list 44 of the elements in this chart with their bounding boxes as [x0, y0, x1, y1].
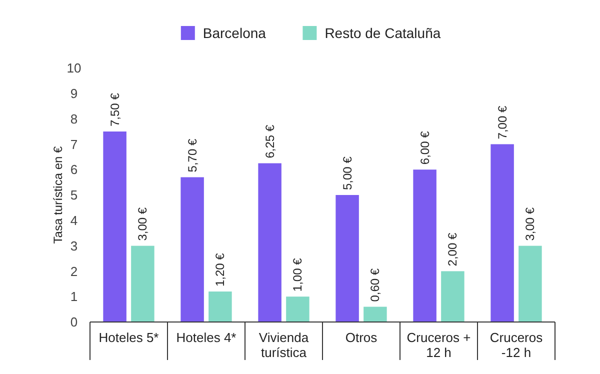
legend-label: Resto de Cataluña [324, 24, 441, 41]
bar [336, 195, 359, 322]
data-label: 3,00 € [523, 207, 538, 241]
legend-label: Barcelona [202, 24, 266, 41]
x-tick-label: Cruceros -12 h [490, 330, 544, 360]
data-label: 0,60 € [368, 268, 382, 302]
y-tick-label: 6 [70, 162, 78, 178]
y-tick-label: 9 [70, 86, 78, 101]
bar [518, 246, 542, 322]
y-tick-label: 0 [70, 314, 78, 330]
bar [364, 306, 387, 322]
bar [490, 144, 514, 322]
data-label: 6,00 € [418, 130, 432, 165]
data-label: 2,00 € [446, 232, 460, 266]
data-label: 3,00 € [136, 207, 150, 241]
bar [103, 132, 126, 322]
data-label: 1,20 € [213, 252, 228, 287]
bar [441, 271, 464, 322]
data-label: 7,00 € [495, 106, 510, 140]
x-tick-label: Vivienda turística [258, 330, 310, 360]
bar [180, 177, 204, 322]
x-tick-label: Hoteles 5* [98, 330, 159, 345]
y-tick-label: 3 [70, 238, 78, 254]
data-label: 5,00 € [340, 156, 354, 190]
data-label: 6,25 € [262, 124, 277, 158]
bar [286, 296, 310, 322]
data-label: 5,70 € [185, 138, 200, 172]
y-tick-label: 5 [70, 188, 78, 203]
y-tick-label: 10 [66, 60, 82, 76]
y-axis-title: Tasa turística en € [51, 146, 65, 244]
y-tick-label: 1 [70, 289, 78, 304]
y-tick-label: 8 [70, 111, 78, 126]
data-label: 7,50 € [108, 92, 122, 126]
y-tick-label: 2 [70, 264, 78, 279]
y-tick-label: 7 [70, 136, 78, 152]
bar [131, 246, 154, 322]
data-label: 1,00 € [290, 258, 305, 292]
bar [413, 170, 436, 322]
bar [208, 292, 232, 322]
x-tick-label: Otros [345, 330, 378, 345]
y-tick-label: 4 [70, 212, 78, 228]
bar [258, 163, 282, 322]
x-tick-label: Hoteles 4* [176, 330, 236, 345]
x-tick-label: Cruceros + 12 h [406, 330, 471, 360]
